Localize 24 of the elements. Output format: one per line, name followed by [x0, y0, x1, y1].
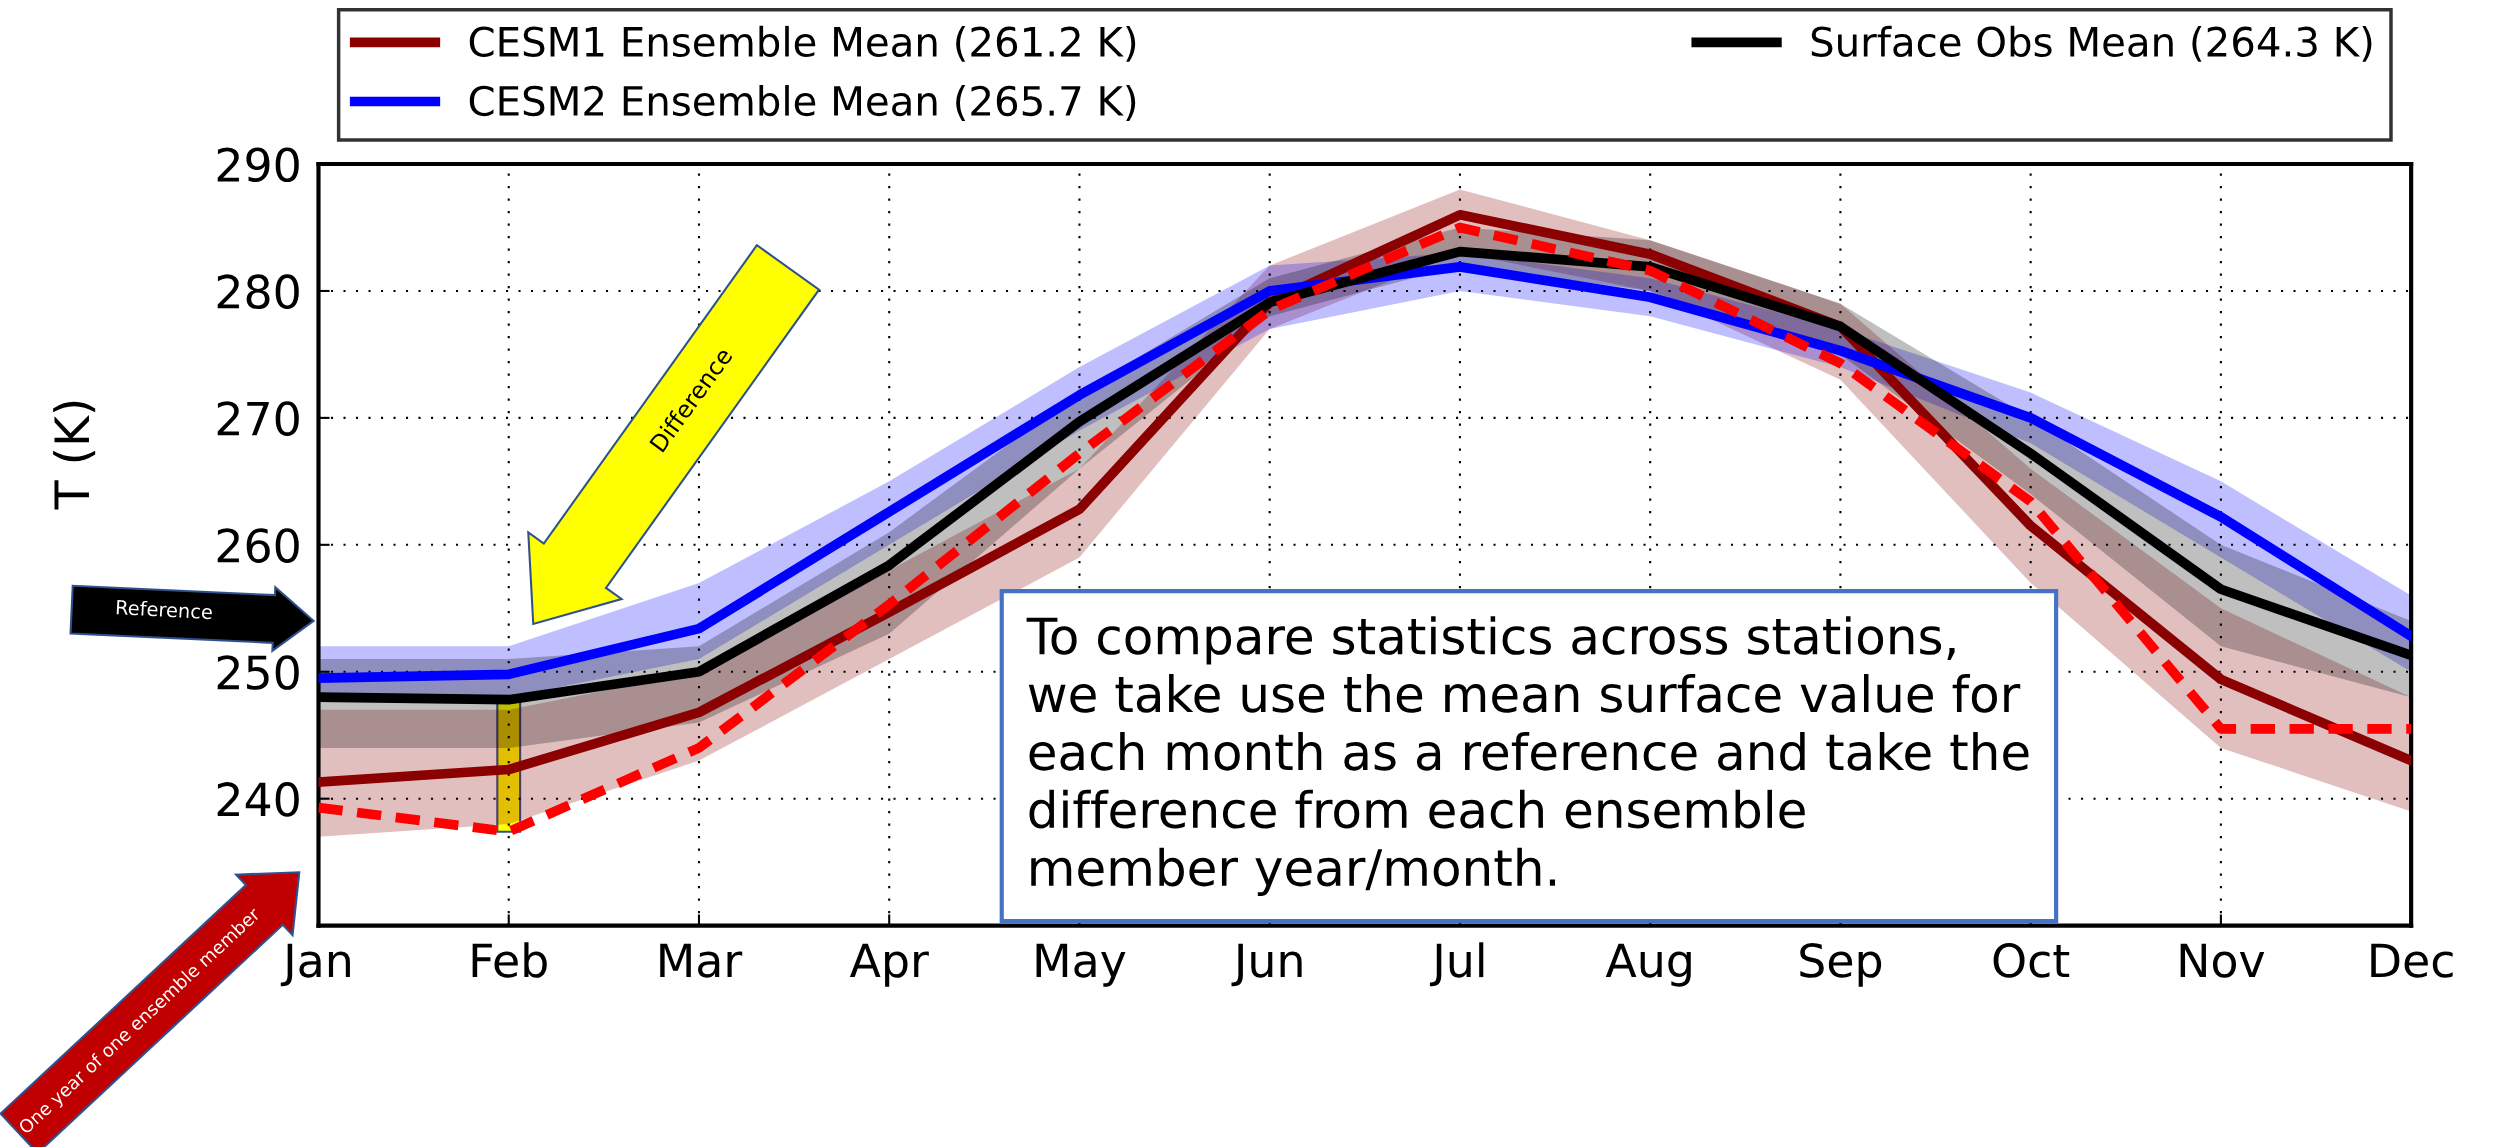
y-tick-label: 250 [217, 655, 299, 690]
y-tick-label: 290 [217, 147, 299, 183]
y-tick-label: 240 [217, 782, 299, 817]
x-tick-label: Feb [472, 942, 547, 978]
y-tick-label: 270 [217, 401, 299, 436]
x-tick-label: Oct [1993, 943, 2070, 978]
x-tick-label: Dec [2371, 943, 2453, 978]
y-axis-title: T (K) [53, 401, 96, 510]
x-tick-label: Jun [1231, 943, 1302, 987]
x-tick-label: Jan [280, 943, 350, 987]
x-tick-label: Nov [2180, 943, 2265, 978]
text: Reference [116, 599, 213, 620]
legend-label: CESM2 Ensemble Mean (265.7 K) [469, 84, 1136, 121]
x-tick-label: Sep [1800, 943, 1882, 987]
y-tick-label: 260 [217, 528, 299, 563]
legend-label: CESM1 Ensemble Mean (261.2 K) [469, 25, 1136, 62]
y-tick-label: 280 [217, 274, 299, 310]
x-tick-label: Apr [849, 943, 929, 987]
x-tick-label: May [1036, 943, 1126, 987]
x-tick-label: Mar [660, 943, 743, 978]
legend-label: Surface Obs Mean (264.3 K) [1811, 25, 2372, 62]
annotation: To compare statistics across stations, we take use the mean surface value for each month as a reference and take the difference from each ensemble member year/month. [1026, 616, 2029, 897]
x-tick-label: Aug [1605, 943, 1691, 987]
x-tick-label: Jul [1429, 942, 1484, 987]
